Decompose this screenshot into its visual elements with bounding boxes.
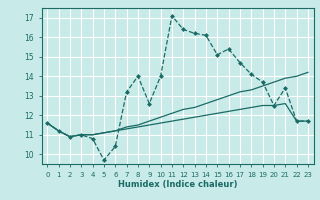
X-axis label: Humidex (Indice chaleur): Humidex (Indice chaleur) [118, 180, 237, 189]
